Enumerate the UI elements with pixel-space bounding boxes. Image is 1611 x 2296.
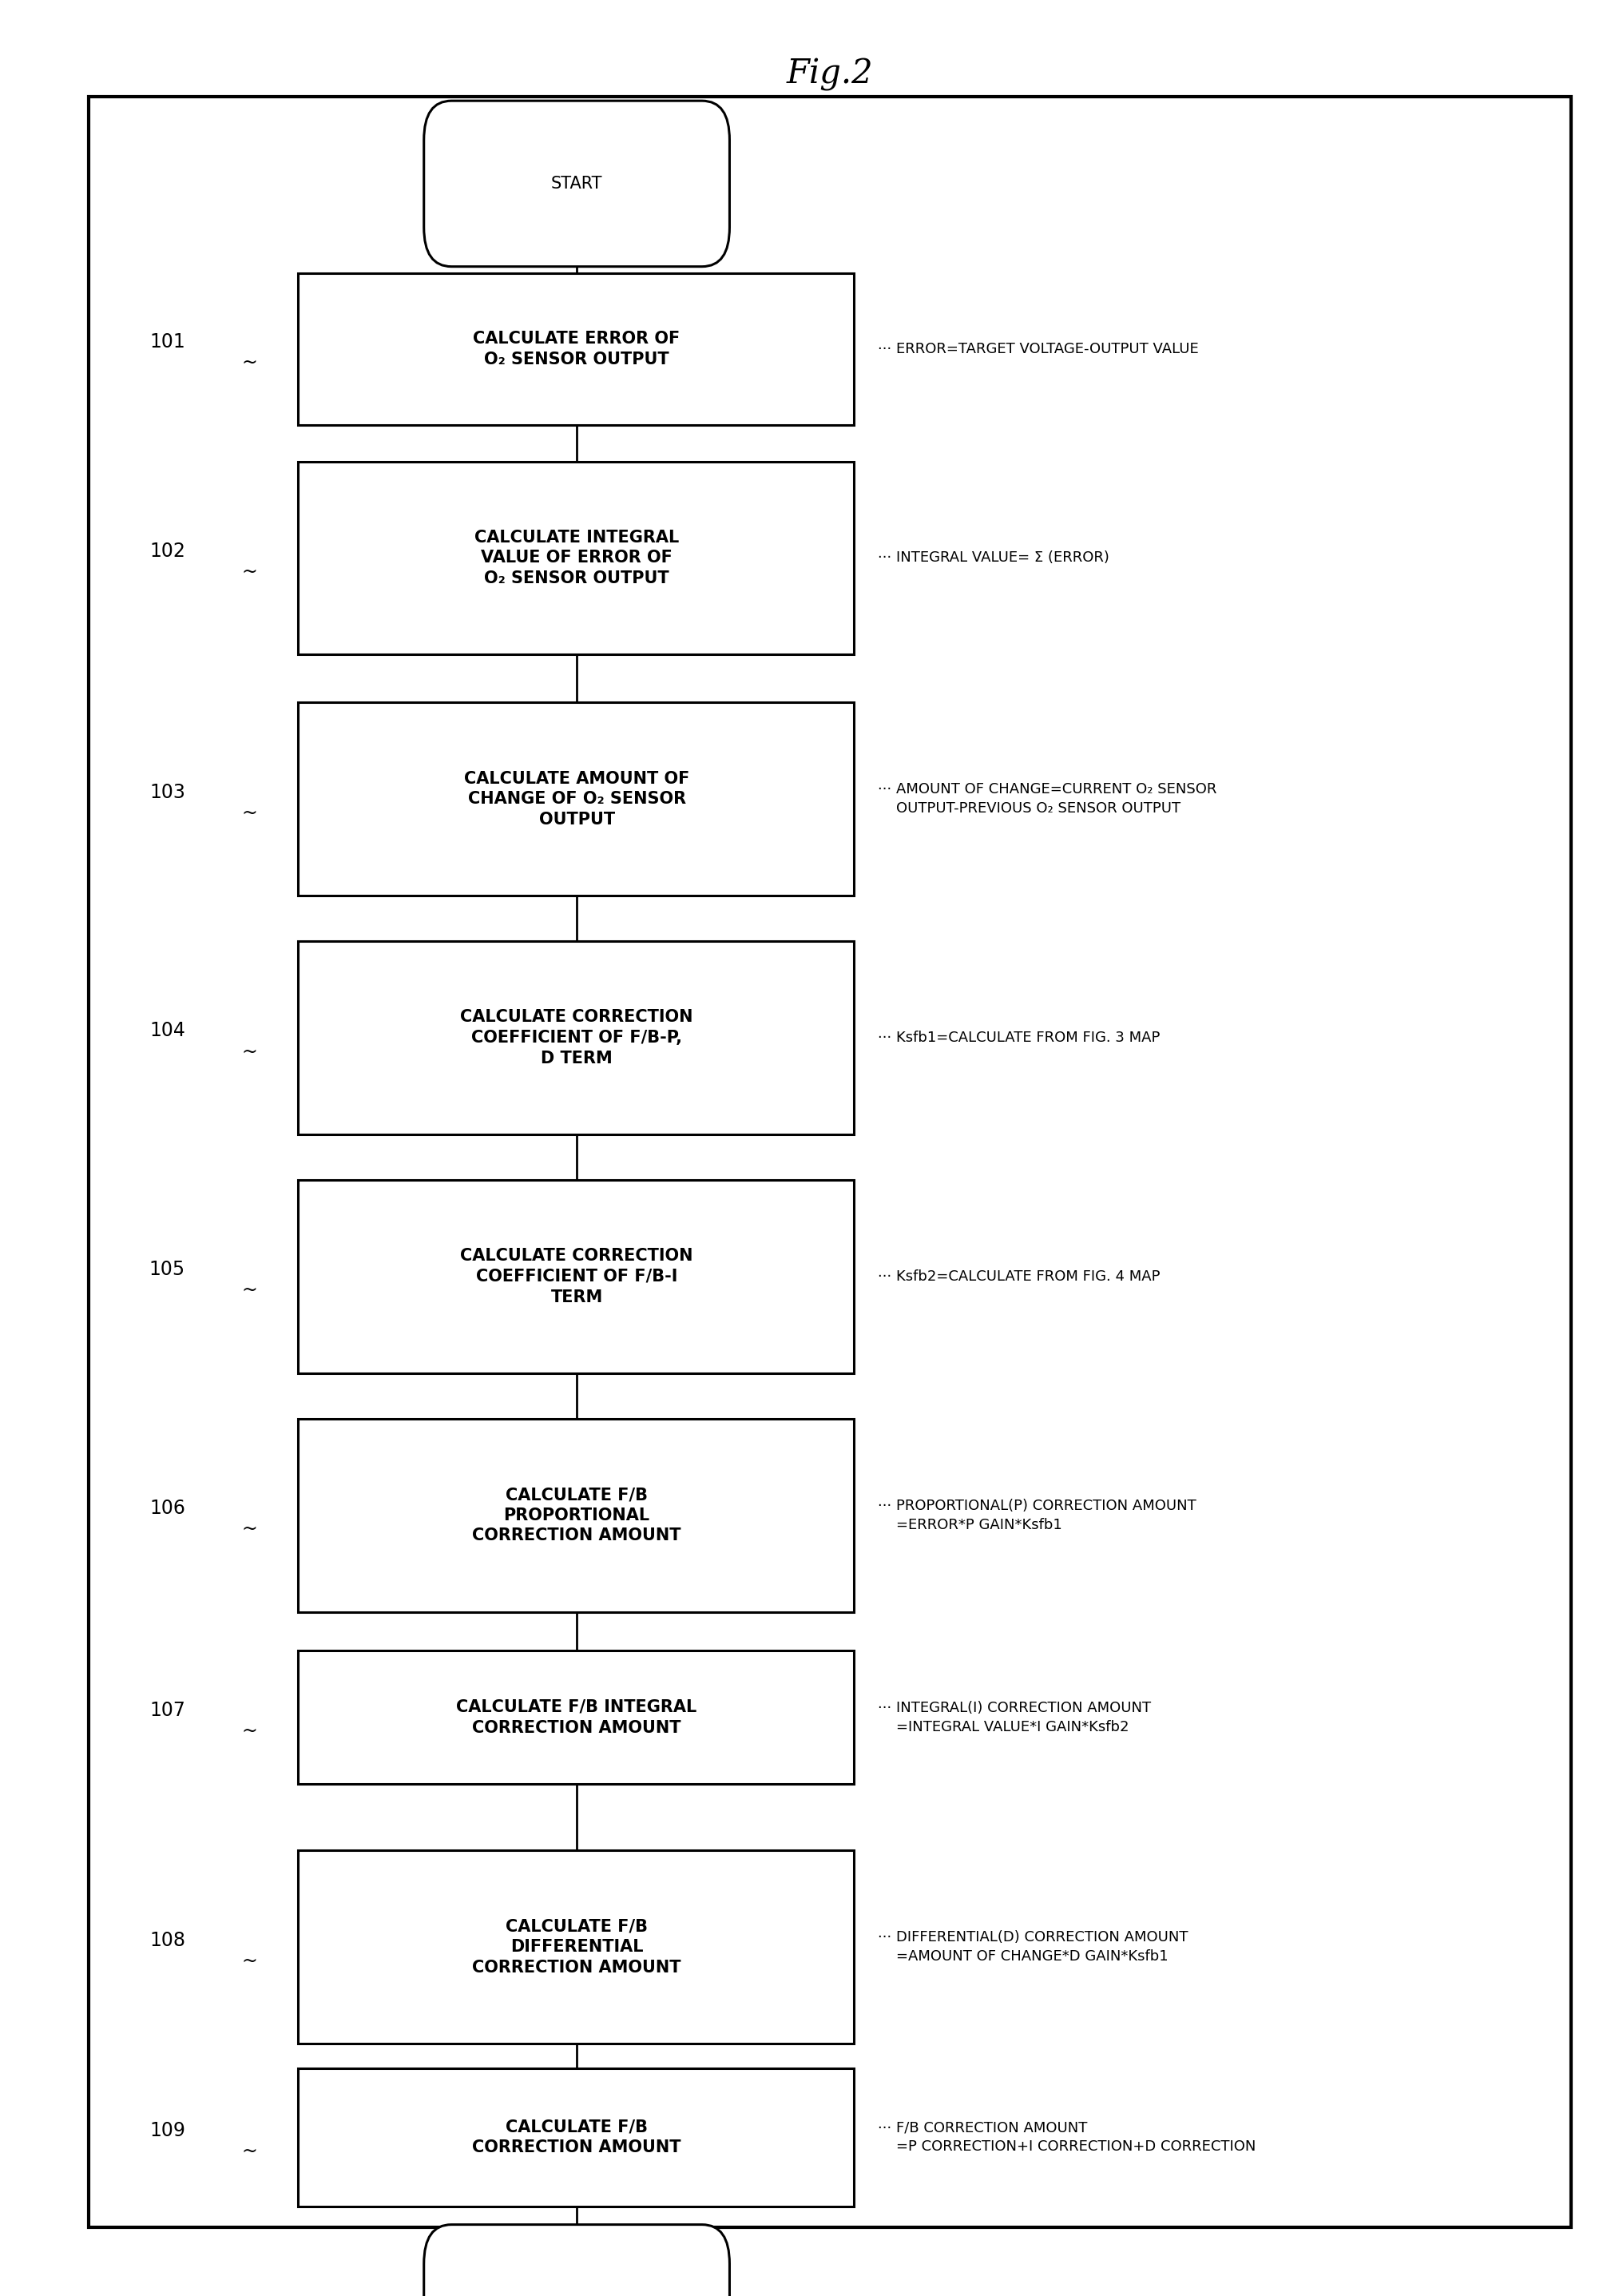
Bar [298,273,854,425]
Text: CALCULATE INTEGRAL
VALUE OF ERROR OF
O₂ SENSOR OUTPUT: CALCULATE INTEGRAL VALUE OF ERROR OF O₂ … [474,530,680,585]
Text: ~: ~ [242,804,258,822]
Text: ··· INTEGRAL VALUE= Σ (ERROR): ··· INTEGRAL VALUE= Σ (ERROR) [878,551,1110,565]
Text: 103: 103 [150,783,185,801]
Text: 104: 104 [150,1022,185,1040]
Text: ~: ~ [242,1952,258,1970]
Text: Fig.2: Fig.2 [786,57,873,92]
Text: 102: 102 [150,542,185,560]
Text: CALCULATE CORRECTION
COEFFICIENT OF F/B-I
TERM: CALCULATE CORRECTION COEFFICIENT OF F/B-… [461,1249,693,1304]
Text: CALCULATE ERROR OF
O₂ SENSOR OUTPUT: CALCULATE ERROR OF O₂ SENSOR OUTPUT [474,331,680,367]
Text: ··· DIFFERENTIAL(D) CORRECTION AMOUNT
    =AMOUNT OF CHANGE*D GAIN*Ksfb1: ··· DIFFERENTIAL(D) CORRECTION AMOUNT =A… [878,1931,1189,1963]
Text: CALCULATE F/B
CORRECTION AMOUNT: CALCULATE F/B CORRECTION AMOUNT [472,2119,681,2156]
Bar [298,703,854,895]
FancyBboxPatch shape [424,101,730,266]
Text: ··· ERROR=TARGET VOLTAGE-OUTPUT VALUE: ··· ERROR=TARGET VOLTAGE-OUTPUT VALUE [878,342,1199,356]
FancyBboxPatch shape [424,2225,730,2296]
Bar [298,1651,854,1784]
Bar [298,1851,854,2043]
Bar [298,1419,854,1612]
Text: CALCULATE F/B INTEGRAL
CORRECTION AMOUNT: CALCULATE F/B INTEGRAL CORRECTION AMOUNT [456,1699,698,1736]
Text: 106: 106 [150,1499,185,1518]
Text: CALCULATE F/B
DIFFERENTIAL
CORRECTION AMOUNT: CALCULATE F/B DIFFERENTIAL CORRECTION AM… [472,1919,681,1975]
Bar [298,2069,854,2206]
Text: ~: ~ [242,1281,258,1300]
Text: 101: 101 [150,333,185,351]
Text: ··· AMOUNT OF CHANGE=CURRENT O₂ SENSOR
    OUTPUT-PREVIOUS O₂ SENSOR OUTPUT: ··· AMOUNT OF CHANGE=CURRENT O₂ SENSOR O… [878,783,1216,815]
Text: ··· F/B CORRECTION AMOUNT
    =P CORRECTION+I CORRECTION+D CORRECTION: ··· F/B CORRECTION AMOUNT =P CORRECTION+… [878,2122,1257,2154]
Text: ··· Ksfb1=CALCULATE FROM FIG. 3 MAP: ··· Ksfb1=CALCULATE FROM FIG. 3 MAP [878,1031,1160,1045]
Bar [298,941,854,1134]
Text: CALCULATE CORRECTION
COEFFICIENT OF F/B-P,
D TERM: CALCULATE CORRECTION COEFFICIENT OF F/B-… [461,1010,693,1065]
Text: ··· PROPORTIONAL(P) CORRECTION AMOUNT
    =ERROR*P GAIN*Ksfb1: ··· PROPORTIONAL(P) CORRECTION AMOUNT =E… [878,1499,1197,1531]
Text: CALCULATE F/B
PROPORTIONAL
CORRECTION AMOUNT: CALCULATE F/B PROPORTIONAL CORRECTION AM… [472,1488,681,1543]
Bar [298,461,854,654]
FancyBboxPatch shape [89,96,1571,2227]
Text: 105: 105 [150,1261,185,1279]
Text: ~: ~ [242,354,258,372]
Text: ~: ~ [242,1042,258,1061]
Text: ··· Ksfb2=CALCULATE FROM FIG. 4 MAP: ··· Ksfb2=CALCULATE FROM FIG. 4 MAP [878,1270,1160,1283]
Text: CALCULATE AMOUNT OF
CHANGE OF O₂ SENSOR
OUTPUT: CALCULATE AMOUNT OF CHANGE OF O₂ SENSOR … [464,771,690,827]
Text: ~: ~ [242,2142,258,2161]
Text: 108: 108 [150,1931,185,1949]
Text: ~: ~ [242,1722,258,1740]
Bar [298,1180,854,1373]
Text: START: START [551,177,603,191]
Text: ··· INTEGRAL(I) CORRECTION AMOUNT
    =INTEGRAL VALUE*I GAIN*Ksfb2: ··· INTEGRAL(I) CORRECTION AMOUNT =INTEG… [878,1701,1152,1733]
Text: ~: ~ [242,563,258,581]
Text: 109: 109 [150,2122,185,2140]
Text: 107: 107 [150,1701,185,1720]
Text: ~: ~ [242,1520,258,1538]
